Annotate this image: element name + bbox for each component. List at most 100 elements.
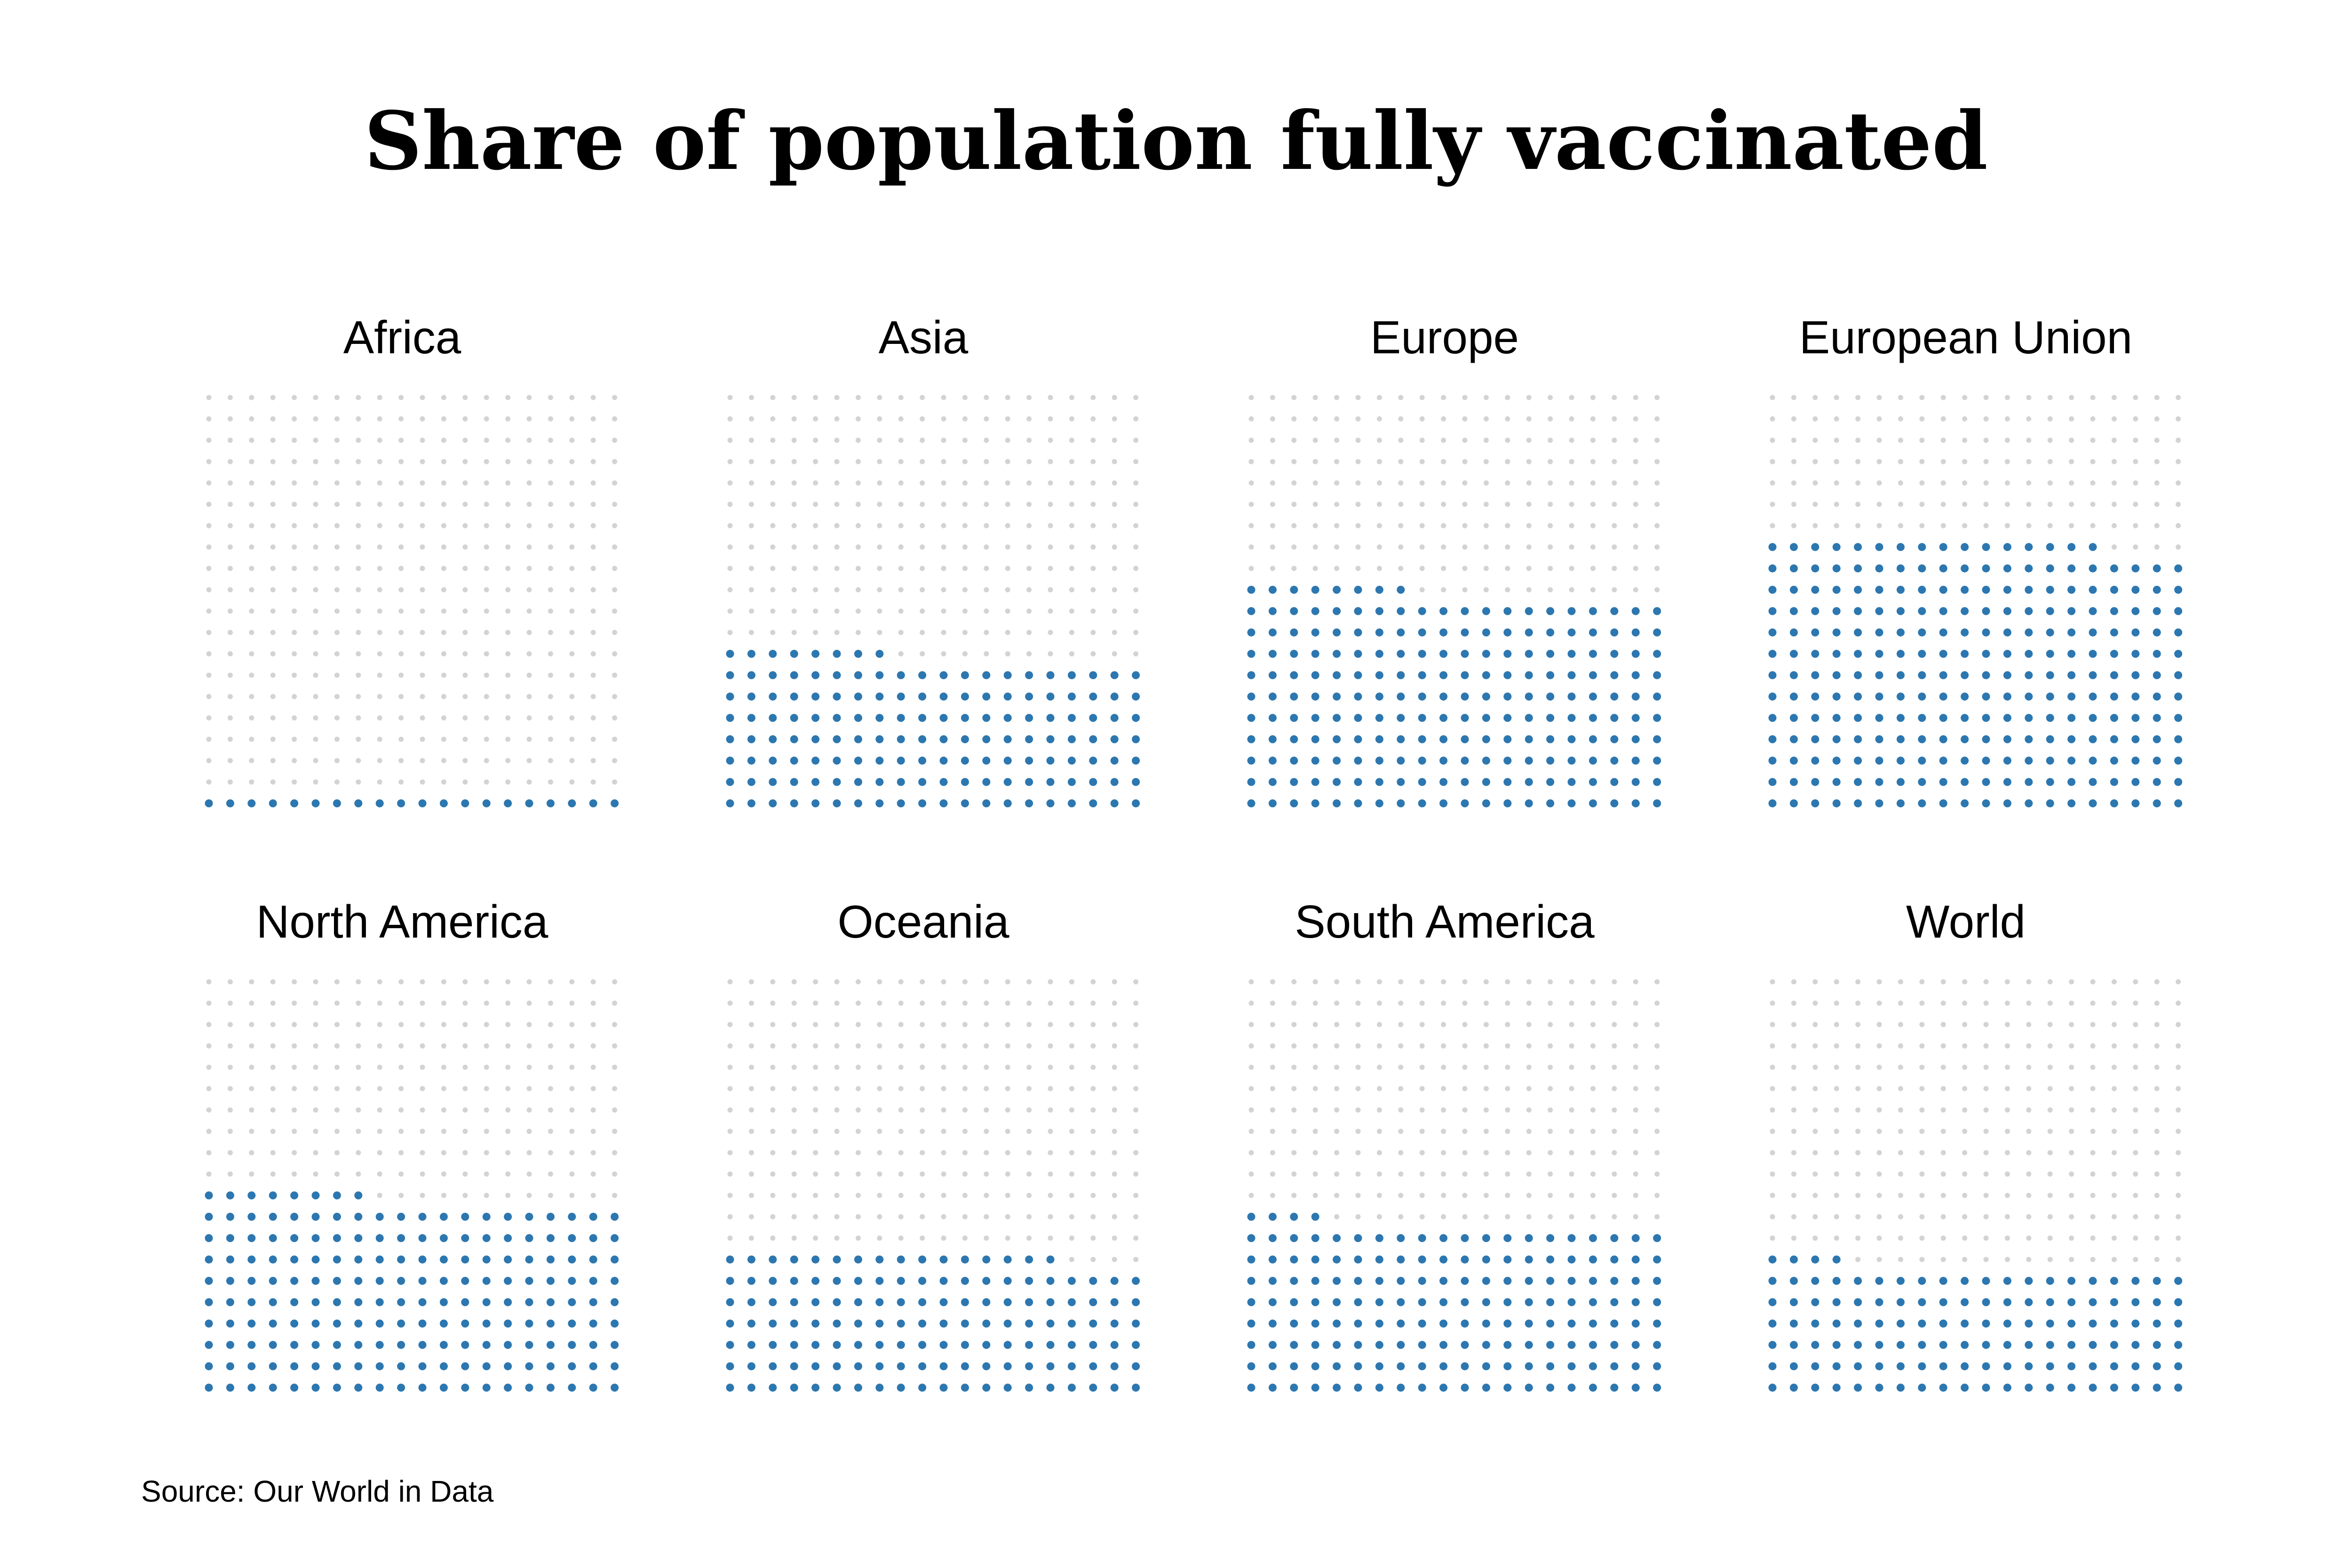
dot-remaining xyxy=(1355,1129,1361,1134)
dot-remaining xyxy=(877,501,882,507)
dot-vaccinated xyxy=(397,1234,405,1242)
dot-vaccinated xyxy=(1290,1341,1298,1349)
dot-remaining xyxy=(1548,979,1553,985)
dot-vaccinated xyxy=(2046,628,2054,637)
dot-vaccinated xyxy=(1653,1298,1661,1306)
dot-remaining xyxy=(484,1129,489,1134)
dot-remaining xyxy=(1791,979,1796,985)
dot-remaining xyxy=(1248,501,1254,507)
dot-vaccinated xyxy=(1268,586,1277,594)
dot-vaccinated xyxy=(205,799,213,808)
dot-vaccinated xyxy=(525,1255,533,1264)
dot-vaccinated xyxy=(918,1298,927,1306)
dot-remaining xyxy=(1654,1150,1660,1155)
dot-remaining xyxy=(1505,501,1510,507)
dot-remaining xyxy=(420,758,425,764)
dot-vaccinated xyxy=(290,1362,299,1370)
dot-vaccinated xyxy=(205,1298,213,1306)
dot-vaccinated xyxy=(461,1319,469,1328)
dot-vaccinated xyxy=(875,756,884,765)
dot-vaccinated xyxy=(2089,650,2097,658)
dot-remaining xyxy=(2026,979,2032,985)
dot-vaccinated xyxy=(1918,714,1926,722)
dot-remaining xyxy=(1569,438,1574,443)
dot-vaccinated xyxy=(1375,756,1383,765)
dot-remaining xyxy=(748,1171,754,1177)
dot-remaining xyxy=(2176,544,2181,550)
dot-remaining xyxy=(1505,1171,1510,1177)
dot-remaining xyxy=(505,715,511,721)
dot-remaining xyxy=(1505,416,1510,422)
dot-remaining xyxy=(569,1086,575,1091)
dot-remaining xyxy=(1834,1171,1839,1177)
dot-vaccinated xyxy=(1461,607,1469,615)
dot-remaining xyxy=(526,608,532,614)
dot-vaccinated xyxy=(397,1384,405,1392)
dot-vaccinated xyxy=(1025,1277,1033,1285)
dot-vaccinated xyxy=(918,799,927,808)
dot-remaining xyxy=(249,1107,254,1113)
dot-remaining xyxy=(2090,1065,2096,1070)
dot-remaining xyxy=(227,438,233,443)
dot-remaining xyxy=(1026,480,1032,486)
dot-vaccinated xyxy=(375,1384,384,1392)
dot-remaining xyxy=(1962,1257,1968,1262)
dot-vaccinated xyxy=(833,756,841,765)
dot-vaccinated xyxy=(1918,543,1926,551)
dot-remaining xyxy=(1526,523,1532,528)
dot-vaccinated xyxy=(1418,1255,1426,1264)
dot-remaining xyxy=(2069,1022,2074,1027)
dot-remaining xyxy=(1962,459,1968,464)
dot-vaccinated xyxy=(311,1319,320,1328)
dot-remaining xyxy=(334,1022,340,1027)
dot-remaining xyxy=(206,523,212,528)
dot-vaccinated xyxy=(1918,607,1926,615)
dot-vaccinated xyxy=(811,1319,820,1328)
dot-vaccinated xyxy=(1311,586,1319,594)
dot-remaining xyxy=(1876,1129,1882,1134)
dot-vaccinated xyxy=(790,778,798,786)
dot-vaccinated xyxy=(397,1319,405,1328)
dot-vaccinated xyxy=(1982,1341,1990,1349)
dot-remaining xyxy=(1876,438,1882,443)
dot-vaccinated xyxy=(2089,1298,2097,1306)
dot-remaining xyxy=(2111,501,2117,507)
dot-vaccinated xyxy=(1610,778,1619,786)
dot-vaccinated xyxy=(2131,607,2140,615)
dot-remaining xyxy=(748,416,754,422)
dot-remaining xyxy=(920,1129,925,1134)
dot-remaining xyxy=(484,1150,489,1155)
dot-remaining xyxy=(249,1129,254,1134)
dot-vaccinated xyxy=(333,1298,341,1306)
dot-remaining xyxy=(877,1086,882,1091)
dot-remaining xyxy=(770,1235,776,1241)
dot-remaining xyxy=(2090,416,2096,422)
dot-vaccinated xyxy=(1854,756,1862,765)
chart-title: Share of population fully vaccinated xyxy=(364,94,1988,188)
dot-vaccinated xyxy=(2153,586,2161,594)
dot-remaining xyxy=(526,438,532,443)
dot-vaccinated xyxy=(2003,735,2011,743)
dot-vaccinated xyxy=(2174,650,2183,658)
dot-remaining xyxy=(1940,438,1946,443)
dot-remaining xyxy=(834,438,840,443)
dot-remaining xyxy=(2133,1000,2138,1006)
dot-remaining xyxy=(941,1235,946,1241)
dot-remaining xyxy=(2047,1193,2053,1198)
dot-remaining xyxy=(569,1043,575,1049)
dot-vaccinated xyxy=(961,1341,969,1349)
dot-vaccinated xyxy=(1631,692,1640,701)
dot-remaining xyxy=(505,651,511,657)
dot-remaining xyxy=(920,629,925,635)
dot-vaccinated xyxy=(2174,799,2183,808)
dot-remaining xyxy=(941,480,946,486)
dot-remaining xyxy=(1441,1000,1446,1006)
dot-vaccinated xyxy=(982,671,991,679)
dot-vaccinated xyxy=(1854,1298,1862,1306)
dot-vaccinated xyxy=(1589,799,1597,808)
dot-remaining xyxy=(569,480,575,486)
dot-vaccinated xyxy=(2025,778,2033,786)
dot-remaining xyxy=(1005,544,1010,550)
dot-vaccinated xyxy=(1418,1319,1426,1328)
dot-vaccinated xyxy=(1311,714,1319,722)
